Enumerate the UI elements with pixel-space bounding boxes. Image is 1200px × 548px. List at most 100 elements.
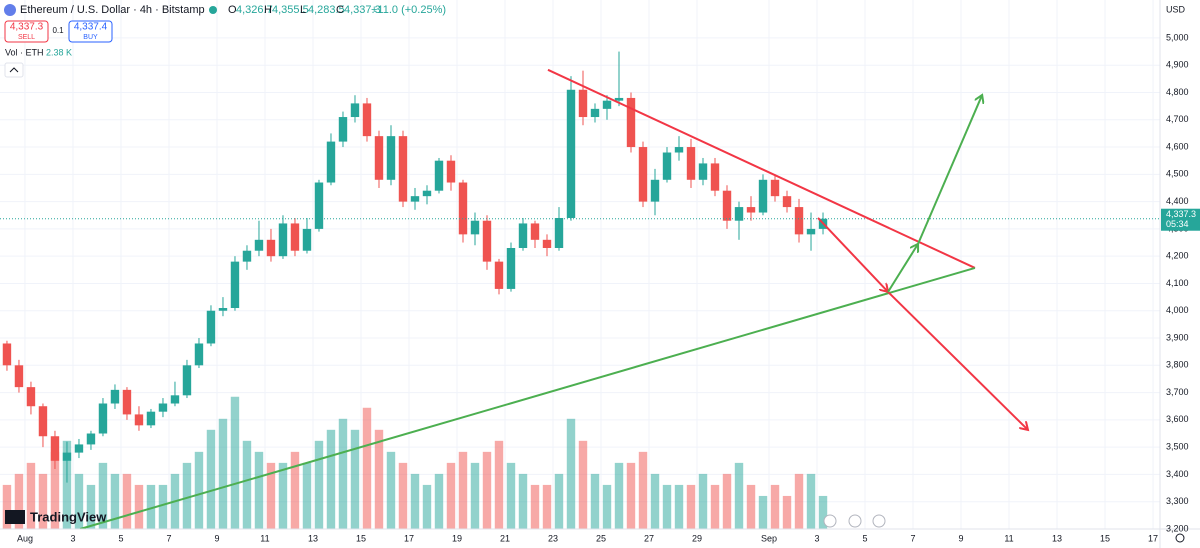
volume-bar (326, 429, 336, 529)
y-tick-label: 4,400 (1166, 196, 1189, 206)
volume-bar (254, 451, 264, 529)
x-tick-label: 15 (356, 533, 366, 543)
volume-bar (362, 407, 372, 529)
candle-body (782, 196, 792, 208)
volume-bar (506, 462, 516, 529)
logo-text: TradingView (30, 509, 107, 524)
volume-bar (482, 451, 492, 529)
y-tick-label: 3,400 (1166, 469, 1189, 479)
y-tick-label: 3,600 (1166, 414, 1189, 424)
candle-body (710, 163, 720, 191)
buy-label[interactable]: BUY (83, 34, 98, 41)
volume-bar (818, 495, 828, 529)
volume-bar (806, 473, 816, 529)
candle-body (542, 239, 552, 248)
collapse-button[interactable] (4, 62, 24, 78)
event-icon[interactable] (848, 514, 862, 528)
volume-bar (398, 462, 408, 529)
volume-bar (14, 473, 24, 529)
x-tick-label: 13 (1052, 533, 1062, 543)
volume-label: Vol · ETH (5, 47, 44, 57)
candle-body (458, 182, 468, 235)
collapse-icon (9, 67, 19, 73)
volume-bar (110, 473, 120, 529)
x-tick-label: 3 (815, 533, 820, 543)
x-tick-label: 7 (166, 533, 171, 543)
candle-body (350, 103, 360, 118)
volume-bar (662, 484, 672, 529)
volume-bar (614, 462, 624, 529)
volume-value: 2.38 K (46, 47, 72, 57)
trend-line (79, 266, 976, 530)
x-tick-label: 7 (911, 533, 916, 543)
volume-bar (698, 473, 708, 529)
x-tick-label: 17 (404, 533, 414, 543)
y-tick-label: 3,700 (1166, 387, 1189, 397)
candle-body (398, 136, 408, 202)
candle-body (602, 100, 612, 109)
volume-bar (182, 462, 192, 529)
volume-bar (602, 484, 612, 529)
candle-body (446, 160, 456, 183)
candle-body (38, 406, 48, 437)
logo-mark (5, 510, 25, 524)
volume-bar (782, 495, 792, 529)
candle-body (662, 152, 672, 180)
volume-bar (566, 418, 576, 529)
candle-body (206, 310, 216, 344)
currency[interactable]: USD (1166, 4, 1186, 14)
volume-bar (734, 462, 744, 529)
settings-icon[interactable] (1175, 533, 1185, 543)
candle-body (158, 403, 168, 412)
trend-line (547, 68, 976, 269)
change: +11.0 (+0.25%) (371, 4, 446, 16)
ohlc-value: 4,337.3 (344, 4, 381, 16)
candle-body (242, 250, 252, 262)
x-tick-label: 15 (1100, 533, 1110, 543)
ohlc-key: H (264, 4, 272, 16)
x-tick-label: 13 (308, 533, 318, 543)
volume-bar (494, 440, 504, 529)
volume-bar (314, 440, 324, 529)
volume-bar (626, 462, 636, 529)
buy-button[interactable] (68, 20, 113, 43)
volume-bar (578, 440, 588, 529)
candle-body (770, 179, 780, 197)
x-tick-label: 9 (214, 533, 219, 543)
volume-bar (446, 462, 456, 529)
volume-bar (770, 484, 780, 529)
x-tick-label: 19 (452, 533, 462, 543)
price-badge (1161, 208, 1200, 231)
volume-bar (26, 462, 36, 529)
x-tick-label: 5 (863, 533, 868, 543)
ohlc-legend: O 4,326.7H 4,355.5L 4,283.5C 4,337.3 (228, 4, 381, 16)
candle-body (650, 179, 660, 202)
event-icon[interactable] (872, 514, 886, 528)
event-icon[interactable] (823, 514, 837, 528)
eth-icon (4, 4, 16, 16)
candle-body (554, 217, 564, 248)
arrow (887, 291, 1028, 430)
buy-price[interactable]: 4,337.4 (74, 22, 108, 33)
candle-body (182, 365, 192, 396)
sell-label[interactable]: SELL (18, 34, 35, 41)
sell-button[interactable] (4, 20, 49, 43)
volume-bar (746, 484, 756, 529)
y-tick-label: 4,700 (1166, 114, 1189, 124)
y-tick-label: 4,600 (1166, 141, 1189, 151)
x-tick-label: 25 (596, 533, 606, 543)
volume-bar (722, 473, 732, 529)
candle-body (194, 343, 204, 366)
y-tick-label: 4,200 (1166, 251, 1189, 261)
volume-bar (338, 418, 348, 529)
time-axis-bg (0, 529, 1200, 548)
candle-body (374, 136, 384, 180)
symbol-title: Ethereum / U.S. Dollar · 4h · Bitstamp (20, 4, 205, 16)
candle-body (362, 103, 372, 137)
candle-body (746, 207, 756, 213)
volume-bar (38, 473, 48, 529)
y-tick-label: 4,100 (1166, 278, 1189, 288)
sell-price[interactable]: 4,337.3 (10, 22, 44, 33)
ohlc-value: 4,283.5 (308, 4, 345, 16)
